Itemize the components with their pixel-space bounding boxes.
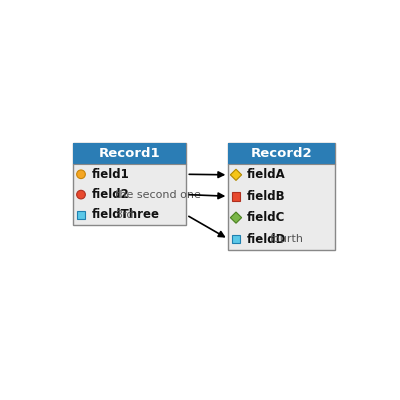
- Bar: [228, 144, 335, 250]
- Text: field2: field2: [92, 188, 130, 201]
- Polygon shape: [230, 169, 242, 180]
- Text: Record2: Record2: [251, 147, 312, 160]
- Text: fieldThree: fieldThree: [92, 208, 160, 222]
- Bar: [232, 192, 240, 200]
- Bar: [228, 144, 335, 164]
- Bar: [73, 144, 186, 164]
- Text: the second one: the second one: [115, 190, 201, 200]
- Text: fieldB: fieldB: [247, 190, 286, 203]
- Text: fieldD: fieldD: [247, 232, 286, 246]
- Text: fieldA: fieldA: [247, 168, 286, 181]
- Text: fourth: fourth: [270, 234, 304, 244]
- Circle shape: [77, 170, 85, 178]
- Polygon shape: [230, 212, 242, 223]
- Bar: [77, 211, 85, 219]
- Bar: [73, 144, 186, 225]
- Text: 3rd: 3rd: [115, 210, 134, 220]
- Bar: [232, 235, 240, 243]
- Text: fieldC: fieldC: [247, 211, 286, 224]
- Circle shape: [77, 190, 85, 199]
- Text: field1: field1: [92, 168, 130, 181]
- Text: Record1: Record1: [99, 147, 161, 160]
